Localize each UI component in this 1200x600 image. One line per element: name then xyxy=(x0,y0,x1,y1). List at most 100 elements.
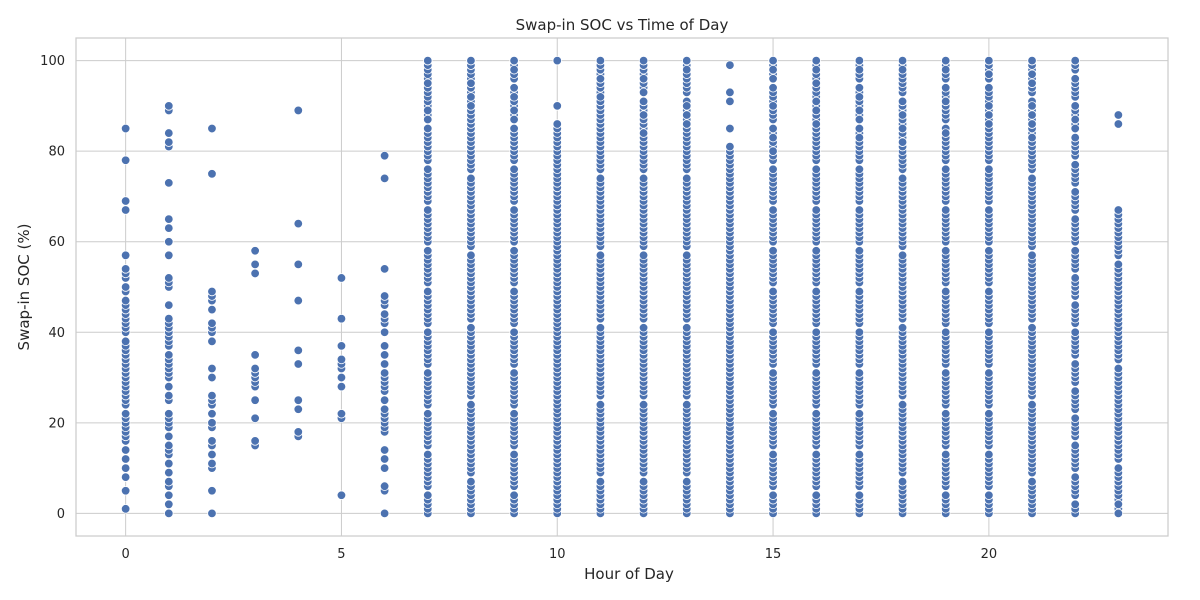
data-point xyxy=(120,486,131,496)
data-point xyxy=(638,323,649,333)
data-point xyxy=(725,60,735,70)
data-point xyxy=(897,400,908,410)
data-point xyxy=(768,164,778,174)
data-point xyxy=(768,123,778,134)
data-point xyxy=(595,250,606,261)
data-point xyxy=(638,96,649,107)
data-point xyxy=(466,323,476,333)
data-point xyxy=(638,400,649,410)
data-point xyxy=(379,350,390,360)
data-point xyxy=(768,490,778,500)
data-point xyxy=(941,449,951,460)
data-point xyxy=(768,409,778,419)
data-point xyxy=(120,445,131,455)
data-point xyxy=(423,164,433,174)
data-point xyxy=(811,96,821,107)
data-point xyxy=(1027,69,1037,79)
data-point xyxy=(984,110,994,120)
data-point xyxy=(379,327,390,337)
data-point xyxy=(379,404,390,414)
data-point xyxy=(1070,187,1080,197)
data-point xyxy=(1027,476,1037,487)
data-point xyxy=(1027,250,1037,261)
data-point xyxy=(120,409,131,419)
data-points xyxy=(120,55,1124,519)
data-point xyxy=(897,173,908,184)
data-point xyxy=(250,413,260,423)
data-point xyxy=(293,295,303,306)
data-point xyxy=(854,164,865,174)
data-point xyxy=(811,105,821,116)
data-point xyxy=(509,368,519,378)
data-point xyxy=(509,409,519,419)
data-point xyxy=(509,123,519,134)
data-point xyxy=(854,205,865,215)
data-point xyxy=(854,114,865,125)
data-point xyxy=(682,101,692,111)
y-tick-label: 80 xyxy=(48,145,65,160)
data-point xyxy=(897,96,908,107)
data-point xyxy=(897,64,908,75)
data-point xyxy=(423,286,433,297)
data-point xyxy=(207,336,217,347)
data-point xyxy=(207,508,217,519)
data-point xyxy=(811,246,821,256)
data-point xyxy=(1027,119,1037,129)
data-point xyxy=(1070,499,1080,510)
data-point xyxy=(509,55,519,66)
data-point xyxy=(595,173,606,184)
data-point xyxy=(423,123,433,134)
data-point xyxy=(336,372,347,383)
data-point xyxy=(164,499,174,510)
data-point xyxy=(638,74,649,84)
data-point xyxy=(725,96,735,107)
data-point xyxy=(379,481,390,491)
data-point xyxy=(423,246,433,256)
data-point xyxy=(897,323,908,333)
data-point xyxy=(1113,508,1124,519)
data-point xyxy=(984,490,994,500)
data-point xyxy=(423,78,433,88)
data-point xyxy=(379,359,390,369)
data-point xyxy=(897,137,908,147)
data-point xyxy=(509,114,519,125)
data-point xyxy=(336,409,347,419)
data-point xyxy=(595,92,606,102)
data-point xyxy=(466,250,476,261)
data-point xyxy=(811,64,821,75)
data-point xyxy=(509,205,519,215)
data-point xyxy=(379,151,390,161)
data-point xyxy=(1070,327,1080,337)
x-tick-label: 20 xyxy=(981,547,998,562)
data-point xyxy=(941,96,951,107)
data-point xyxy=(164,508,174,519)
data-point xyxy=(509,327,519,337)
data-point xyxy=(984,119,994,129)
data-point xyxy=(466,476,476,487)
data-point xyxy=(1070,114,1080,125)
data-point xyxy=(1070,214,1080,224)
data-point xyxy=(941,205,951,215)
y-tick-label: 60 xyxy=(48,235,65,250)
data-point xyxy=(466,400,476,410)
data-point xyxy=(682,173,692,184)
data-point xyxy=(164,214,174,224)
data-point xyxy=(509,92,519,102)
data-point xyxy=(854,123,865,134)
data-point xyxy=(509,246,519,256)
data-point xyxy=(1027,400,1037,410)
data-point xyxy=(250,363,260,374)
data-point xyxy=(1027,173,1037,184)
data-point xyxy=(336,313,347,324)
data-point xyxy=(638,110,649,120)
data-point xyxy=(768,146,778,156)
data-point xyxy=(854,368,865,378)
data-point xyxy=(423,449,433,460)
data-point xyxy=(811,55,821,66)
data-point xyxy=(509,449,519,460)
data-point xyxy=(207,169,217,179)
data-point xyxy=(509,105,519,116)
data-point xyxy=(164,128,174,138)
data-point xyxy=(941,327,951,337)
data-point xyxy=(984,327,994,337)
